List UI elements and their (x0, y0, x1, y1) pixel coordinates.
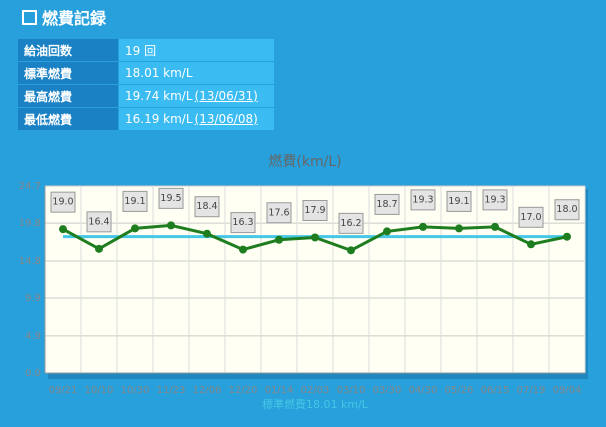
row-value: 19.74 km/L (13/06/31) (118, 84, 275, 108)
date-link[interactable]: (13/06/08) (194, 112, 258, 126)
y-tick-label: 14.8 (19, 256, 41, 267)
y-tick-label: 4.9 (25, 331, 41, 342)
x-tick-label: 01/14 (265, 385, 294, 396)
value-text: 16.19 km/L (125, 112, 193, 126)
y-tick-label: 9.9 (25, 293, 41, 304)
chart: 燃費(km/L) 0.0 4.9 9.9 14.8 19.8 24.7 09/21 10/10… (19, 153, 588, 411)
data-label-box (122, 190, 148, 212)
chart-title: 燃費(km/L) (268, 153, 341, 170)
data-label-box (158, 187, 184, 209)
x-tick-label: 12/20 (229, 385, 258, 396)
data-label: 19.1 (124, 196, 145, 207)
data-label: 19.1 (448, 196, 469, 207)
data-label: 19.3 (412, 194, 433, 205)
table-row: 最低燃費 16.19 km/L (13/06/08) (17, 107, 275, 131)
x-tick-label: 02/03 (301, 385, 330, 396)
data-label: 16.4 (88, 216, 109, 227)
data-label: 19.0 (52, 197, 73, 208)
table-row: 給油回数 19 回 (17, 38, 275, 62)
data-label-box (518, 206, 544, 228)
baseline-label: 標準燃費18.01 km/L (262, 397, 369, 411)
row-value: 18.01 km/L (118, 61, 275, 85)
point (311, 233, 319, 242)
data-label-box (86, 211, 112, 233)
data-label: 16.3 (232, 217, 253, 228)
point (95, 244, 103, 253)
data-label: 16.2 (340, 218, 361, 229)
value-text: 18.01 km/L (125, 66, 193, 80)
data-label-box (410, 189, 436, 211)
summary-table: 給油回数 19 回標準燃費 18.01 km/L 最高燃費 19.74 km/L (13/… (17, 38, 275, 131)
y-tick-label: 0.0 (25, 368, 41, 379)
point (239, 245, 247, 254)
data-label: 19.3 (484, 194, 505, 205)
data-label-box (50, 191, 76, 213)
data-label-box (482, 189, 508, 211)
x-tick-label: 07/19 (517, 385, 546, 396)
data-label-box (266, 202, 292, 224)
x-tick-label: 06/15 (481, 385, 510, 396)
header: 燃費記録 (22, 5, 106, 29)
value-text: 19 回 (125, 43, 157, 58)
row-label: 最低燃費 (17, 107, 119, 131)
point (383, 227, 391, 236)
x-tick-label: 05/26 (445, 385, 474, 396)
point (563, 232, 571, 241)
x-tick-label: 03/10 (337, 385, 366, 396)
x-tick-label: 10/30 (121, 385, 150, 396)
data-label-box (230, 212, 256, 234)
x-tick-label: 09/04 (553, 385, 582, 396)
data-label-box (554, 199, 580, 221)
x-tick-label: 10/10 (85, 385, 114, 396)
x-tick-label: 03/30 (373, 385, 402, 396)
row-label: 給油回数 (17, 38, 119, 62)
data-label: 19.5 (160, 193, 181, 204)
row-label: 最高燃費 (17, 84, 119, 108)
date-link[interactable]: (13/06/31) (194, 89, 258, 103)
point (59, 225, 67, 234)
x-tick-label: 12/06 (193, 385, 222, 396)
point (167, 221, 175, 230)
data-label-box (194, 196, 220, 218)
data-label-box (446, 190, 472, 212)
data-label: 18.7 (376, 199, 397, 210)
data-label: 18.0 (556, 204, 577, 215)
data-label: 17.9 (304, 205, 325, 216)
data-label: 17.0 (520, 212, 541, 223)
y-tick-label: 24.7 (19, 181, 41, 192)
data-label-box (338, 212, 364, 234)
data-label-box (374, 193, 400, 215)
y-tick-label: 19.8 (19, 218, 41, 229)
point (455, 224, 463, 233)
x-tick-label: 09/21 (49, 385, 78, 396)
point (203, 229, 211, 238)
point (347, 246, 355, 255)
row-value: 16.19 km/L (13/06/08) (118, 107, 275, 131)
data-label: 17.6 (268, 207, 289, 218)
x-tick-label: 04/30 (409, 385, 438, 396)
header-title: 燃費記録 (42, 9, 107, 28)
value-text: 19.74 km/L (125, 89, 193, 103)
header-icon (22, 9, 37, 25)
data-label-box (302, 199, 328, 221)
table-row: 標準燃費 18.01 km/L (17, 61, 275, 85)
point (275, 235, 283, 244)
point (527, 240, 535, 249)
row-label: 標準燃費 (17, 61, 119, 85)
data-label: 18.4 (196, 201, 217, 212)
row-value: 19 回 (118, 38, 275, 62)
point (131, 224, 139, 233)
x-tick-label: 11/23 (157, 385, 186, 396)
table-row: 最高燃費 19.74 km/L (13/06/31) (17, 84, 275, 108)
point (491, 222, 499, 231)
point (419, 222, 427, 231)
